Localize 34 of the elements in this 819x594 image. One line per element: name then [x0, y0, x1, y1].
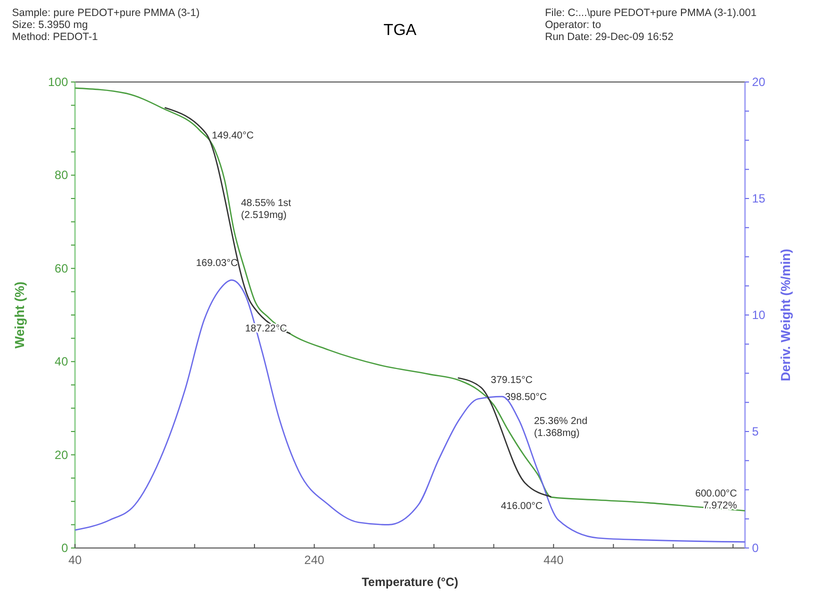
- x-tick-label: 440: [544, 553, 564, 567]
- text: Sample: pure PEDOT+pure PMMA (3-1): [12, 7, 200, 19]
- annotation: 25.36% 2nd (1.368mg): [534, 416, 588, 439]
- y2-tick-label: 20: [752, 75, 766, 89]
- y-tick-label: 40: [54, 354, 68, 369]
- x-tick-label: 40: [68, 553, 82, 567]
- line-series: [74, 87, 746, 512]
- y2-tick-label: 15: [752, 192, 766, 206]
- line-series: [74, 279, 746, 543]
- x-tick-label: 240: [304, 553, 325, 567]
- annotation: 398.50°C: [505, 392, 547, 403]
- y-tick-label: 20: [54, 448, 68, 462]
- chart-title: TGA: [384, 22, 417, 39]
- y2-axis-title: Deriv. Weight (%/min): [778, 248, 793, 382]
- y2-tick-label: 5: [752, 424, 759, 438]
- annotation: 149.40°C: [212, 130, 254, 142]
- text: Method: PEDOT-1: [12, 31, 98, 43]
- text: Run Date: 29-Dec-09 16:52: [545, 31, 674, 43]
- text: File: C:...\pure PEDOT+pure PMMA (3-1).001: [545, 7, 757, 19]
- y-axis-title: Weight (%): [12, 282, 27, 348]
- y2-tick-label: 0: [752, 541, 759, 555]
- y2-tick-label: 10: [752, 308, 766, 322]
- y-tick-label: 100: [48, 75, 68, 89]
- y-tick-label: 0: [61, 541, 68, 555]
- text: Operator: to: [545, 19, 602, 31]
- line-series: [164, 106, 292, 334]
- y-tick-label: 60: [54, 261, 68, 276]
- annotation: 379.15°C: [490, 375, 533, 386]
- y-tick-label: 80: [54, 168, 68, 182]
- text: Size: 5.3950 mg: [12, 19, 88, 31]
- annotation: 48.55% 1st (2.519mg): [241, 198, 292, 221]
- annotation: 169.03°C: [196, 258, 238, 269]
- annotation: 416.00°C: [500, 500, 543, 512]
- x-axis-title: Temperature (°C): [362, 575, 458, 589]
